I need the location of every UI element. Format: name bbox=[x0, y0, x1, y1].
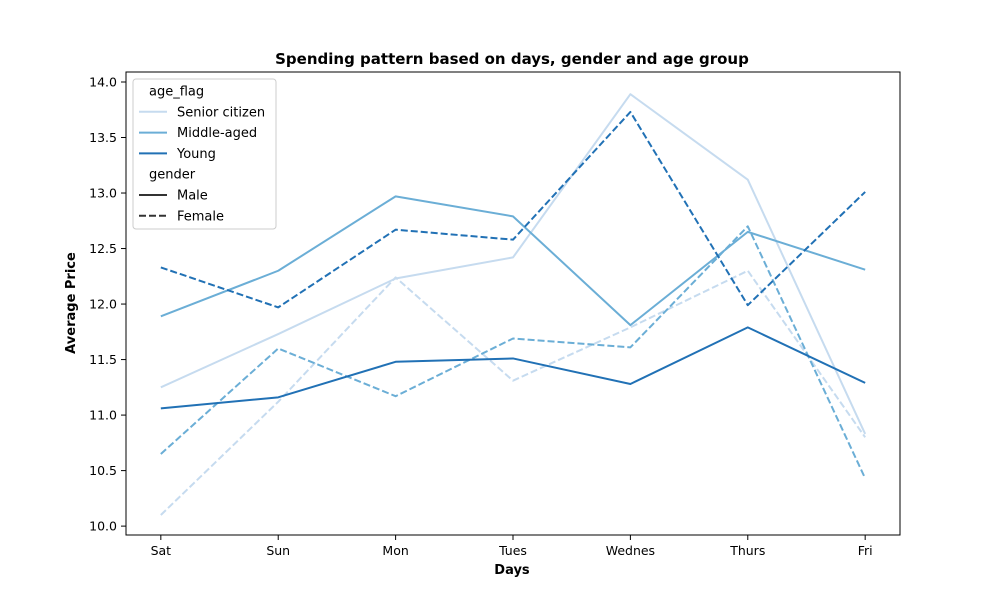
y-tick-label: 10.0 bbox=[89, 519, 117, 534]
x-axis-title: Days bbox=[494, 563, 530, 578]
x-tick-label: Fri bbox=[858, 543, 873, 558]
legend-label: Female bbox=[177, 209, 224, 224]
series-line-3 bbox=[160, 225, 867, 479]
series-line-4 bbox=[160, 326, 866, 410]
y-tick-label: 14.0 bbox=[89, 74, 117, 89]
legend-label: Male bbox=[177, 189, 208, 204]
x-tick-label: Mon bbox=[382, 543, 408, 558]
plot-area: Sat Sun Mon Tues Wednes Thurs Fri 10.0 10.5 11.0 1… bbox=[89, 71, 901, 558]
legend-label: Middle-aged bbox=[177, 126, 257, 141]
legend-group-title: age_flag bbox=[149, 85, 204, 100]
y-tick-label: 11.0 bbox=[89, 408, 117, 423]
series-line-1 bbox=[160, 269, 866, 516]
x-tick-label: Thurs bbox=[729, 543, 765, 558]
legend-group-title: gender bbox=[149, 168, 196, 183]
legend-label: Senior citizen bbox=[177, 105, 265, 120]
y-tick-label: 12.5 bbox=[89, 241, 117, 256]
y-tick-label: 13.0 bbox=[89, 186, 117, 201]
y-axis-title: Average Price bbox=[64, 252, 79, 354]
series-line-2 bbox=[160, 195, 866, 327]
x-tick-label: Tues bbox=[498, 543, 527, 558]
series-line-0 bbox=[160, 93, 867, 435]
y-tick-label: 12.0 bbox=[89, 297, 117, 312]
x-tick-label: Sun bbox=[266, 543, 290, 558]
y-tick-label: 13.5 bbox=[89, 130, 117, 145]
legend-box bbox=[132, 78, 277, 230]
y-tick-label: 10.5 bbox=[89, 463, 117, 478]
chart-title: Spending pattern based on days, gender a… bbox=[275, 50, 749, 68]
x-tick-label: Sat bbox=[151, 543, 172, 558]
series-line-5 bbox=[160, 110, 866, 309]
legend: age_flag Senior citizen Middle-aged Young ge… bbox=[132, 78, 277, 230]
x-tick-label: Wednes bbox=[606, 543, 655, 558]
legend-label: Young bbox=[176, 147, 216, 162]
y-tick-label: 11.5 bbox=[89, 352, 117, 367]
